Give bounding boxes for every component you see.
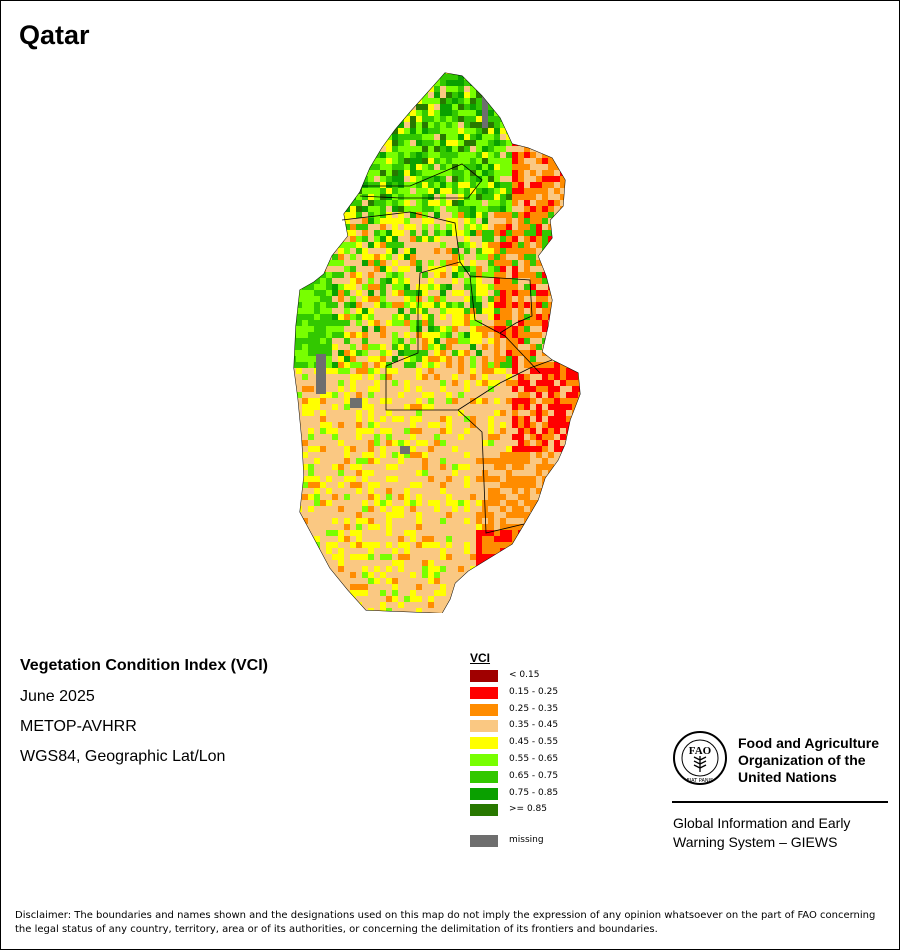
legend-label: 0.35 - 0.45: [509, 720, 559, 731]
legend-swatch: [470, 686, 498, 699]
legend-swatch: [470, 787, 498, 800]
legend-swatch: [470, 804, 498, 817]
fao-emblem-icon: FAO FIAT PANIS: [673, 731, 727, 785]
disclaimer-text: Disclaimer: The boundaries and names sho…: [15, 910, 876, 935]
legend-swatch: [470, 670, 498, 682]
missing-data-patch: [482, 88, 488, 128]
legend-label: 0.15 - 0.25: [509, 686, 559, 697]
legend-item: < 0.15: [470, 668, 539, 685]
legend-label: 0.65 - 0.75: [509, 770, 559, 781]
vci-map: [293, 72, 581, 613]
giews-name: Global Information and Early Warning Sys…: [673, 815, 851, 850]
legend-label: 0.45 - 0.55: [509, 737, 559, 748]
legend-item: 0.55 - 0.65: [470, 752, 558, 769]
index-name: Vegetation Condition Index (VCI): [20, 657, 268, 674]
fao-emblem-motto: FIAT PANIS: [687, 778, 714, 784]
sensor-label: METOP-AVHRR: [20, 718, 137, 735]
legend-label-missing: missing: [509, 835, 544, 846]
legend-label: 0.25 - 0.35: [509, 703, 559, 714]
legend-item: 0.65 - 0.75: [470, 769, 558, 786]
legend-item: 0.45 - 0.55: [470, 735, 558, 752]
municipality-boundaries: [341, 163, 553, 534]
projection-label: WGS84, Geographic Lat/Lon: [20, 748, 226, 765]
fao-emblem-letters: FAO: [689, 745, 712, 757]
missing-data-patch: [400, 446, 410, 454]
legend-label: < 0.15: [509, 670, 540, 680]
legend-swatch: [470, 753, 498, 766]
legend-item: 0.75 - 0.85: [470, 786, 558, 803]
period-label: June 2025: [20, 688, 95, 705]
legend-item: 0.15 - 0.25: [470, 685, 558, 702]
legend-swatch: [470, 770, 498, 783]
legend-item: 0.25 - 0.35: [470, 702, 558, 719]
legend-item: >= 0.85: [470, 802, 547, 819]
legend-swatch-missing: [470, 835, 498, 848]
legend-swatch: [470, 703, 498, 716]
map-title: Qatar: [19, 20, 90, 50]
legend-swatch: [470, 737, 498, 750]
legend-title: VCI: [470, 651, 491, 665]
legend-swatch: [470, 720, 498, 733]
fao-divider: [672, 801, 888, 803]
legend-label: >= 0.85: [509, 804, 547, 815]
missing-data-patch: [316, 354, 326, 394]
fao-org-name: Food and Agriculture Organization of the…: [738, 735, 880, 785]
legend-item: 0.35 - 0.45: [470, 718, 558, 735]
legend-label: 0.75 - 0.85: [509, 787, 559, 798]
legend-item-missing: missing: [470, 833, 544, 850]
vci-legend: VCI < 0.15 0.15 - 0.25 0.25 - 0.35 0.35 - 0…: [470, 651, 558, 850]
legend-label: 0.55 - 0.65: [509, 753, 559, 764]
missing-data-patch: [350, 398, 362, 408]
